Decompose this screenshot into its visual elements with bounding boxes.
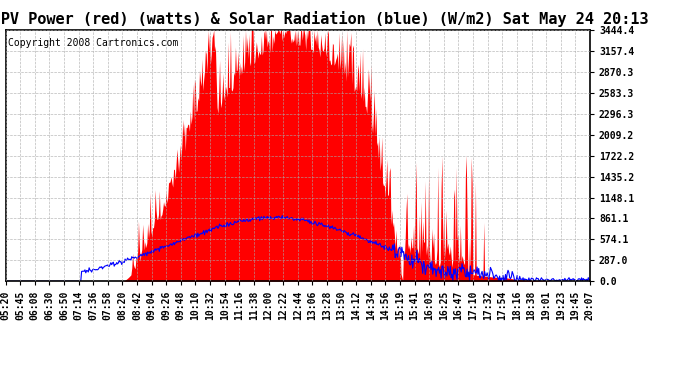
Text: Copyright 2008 Cartronics.com: Copyright 2008 Cartronics.com	[8, 38, 179, 48]
Title: Total PV Power (red) (watts) & Solar Radiation (blue) (W/m2) Sat May 24 20:13: Total PV Power (red) (watts) & Solar Rad…	[0, 12, 649, 27]
